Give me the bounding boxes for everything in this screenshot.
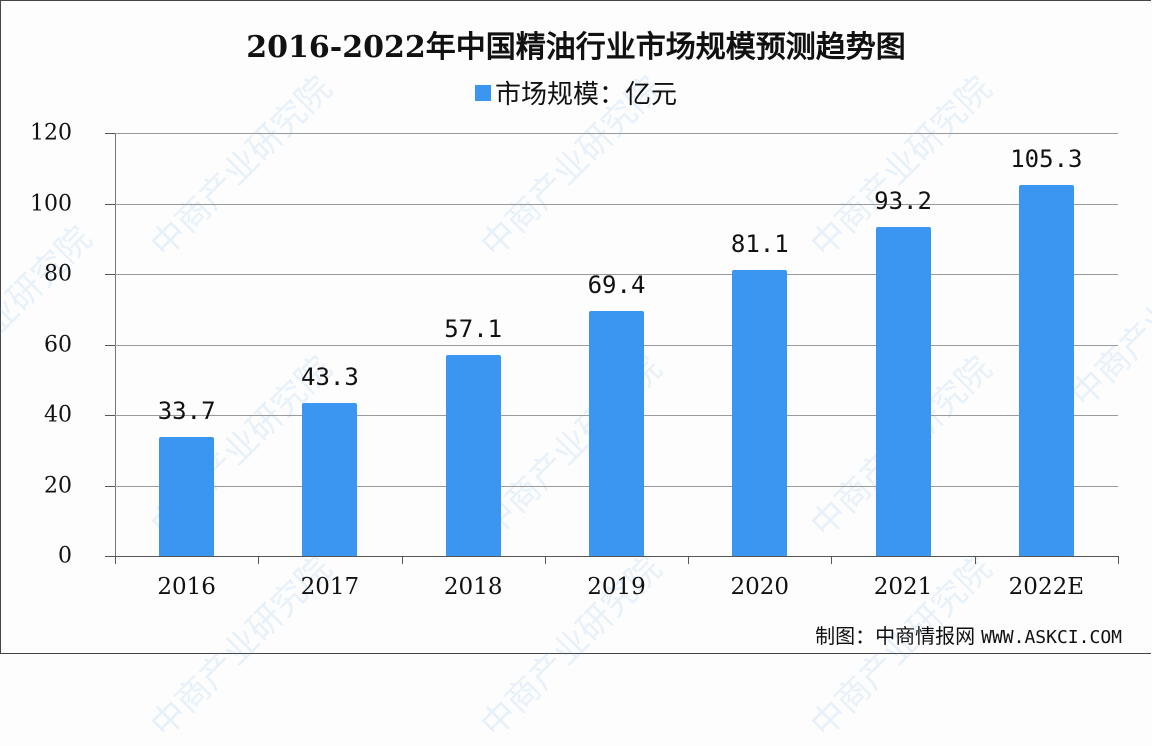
x-tick-label: 2019 bbox=[587, 574, 646, 600]
x-tick-label: 2016 bbox=[157, 574, 216, 600]
y-tick-label: 120 bbox=[30, 120, 72, 146]
bar-2022E bbox=[1018, 184, 1074, 556]
value-label: 105.3 bbox=[1010, 144, 1083, 173]
bar-2020 bbox=[732, 270, 788, 556]
y-tick-label: 40 bbox=[44, 402, 72, 428]
y-tick-mark bbox=[105, 344, 115, 346]
value-label: 93.2 bbox=[874, 187, 932, 216]
plot-area: 0 20 40 60 80 100 120 33.7 2016 43.3 2017 57.1 2018 6… bbox=[30, 121, 1119, 600]
y-tick-mark bbox=[105, 485, 115, 487]
bar-2016 bbox=[159, 437, 215, 556]
bar-2021 bbox=[875, 227, 931, 556]
x-tick-mark bbox=[544, 556, 546, 564]
legend-swatch bbox=[474, 85, 491, 101]
value-label: 57.1 bbox=[444, 314, 503, 343]
legend: 市场规模：亿元 bbox=[0, 74, 1152, 111]
y-tick-mark bbox=[105, 556, 115, 557]
y-tick-label: 100 bbox=[30, 191, 72, 216]
y-tick-mark bbox=[105, 415, 115, 416]
x-tick-mark bbox=[974, 556, 976, 564]
y-tick-mark bbox=[105, 133, 115, 134]
x-tick-label: 2017 bbox=[300, 574, 360, 600]
chart-title: 2016-2022年中国精油行业市场规模预测趋势图 bbox=[246, 30, 906, 65]
x-tick-label: 2022E bbox=[1008, 574, 1084, 600]
legend-label: 市场规模：亿元 bbox=[494, 80, 677, 110]
x-tick-mark bbox=[688, 556, 690, 564]
value-label: 33.7 bbox=[157, 397, 216, 426]
bar-2017 bbox=[302, 403, 358, 556]
y-tick-label: 80 bbox=[44, 261, 72, 287]
x-tick-mark bbox=[831, 556, 833, 564]
source-label: 制图：中商情报网 bbox=[815, 624, 976, 648]
bar-2018 bbox=[445, 354, 501, 556]
x-tick-mark bbox=[401, 556, 403, 564]
gridline bbox=[115, 203, 1118, 205]
value-label: 43.3 bbox=[301, 363, 359, 392]
x-tick-label: 2020 bbox=[730, 574, 790, 600]
x-tick-mark bbox=[1118, 556, 1119, 564]
source-url: WWW.ASKCI.COM bbox=[981, 627, 1122, 648]
y-tick-mark bbox=[105, 274, 115, 275]
x-tick-mark bbox=[258, 556, 260, 564]
bar-2019 bbox=[589, 311, 644, 556]
x-tick-label: 2018 bbox=[443, 574, 503, 600]
gridline bbox=[115, 133, 1118, 134]
x-tick-label: 2021 bbox=[873, 574, 933, 600]
x-axis bbox=[115, 556, 1118, 557]
y-tick-mark bbox=[105, 203, 115, 205]
y-tick-label: 20 bbox=[44, 473, 72, 498]
x-tick-mark bbox=[115, 556, 116, 564]
y-tick-label: 0 bbox=[58, 543, 72, 569]
y-tick-label: 60 bbox=[44, 332, 72, 357]
source-note: 制图：中商情报网 WWW.ASKCI.COM bbox=[815, 620, 1122, 649]
gridline bbox=[115, 274, 1118, 275]
value-label: 81.1 bbox=[730, 230, 789, 259]
value-label: 69.4 bbox=[587, 271, 646, 300]
